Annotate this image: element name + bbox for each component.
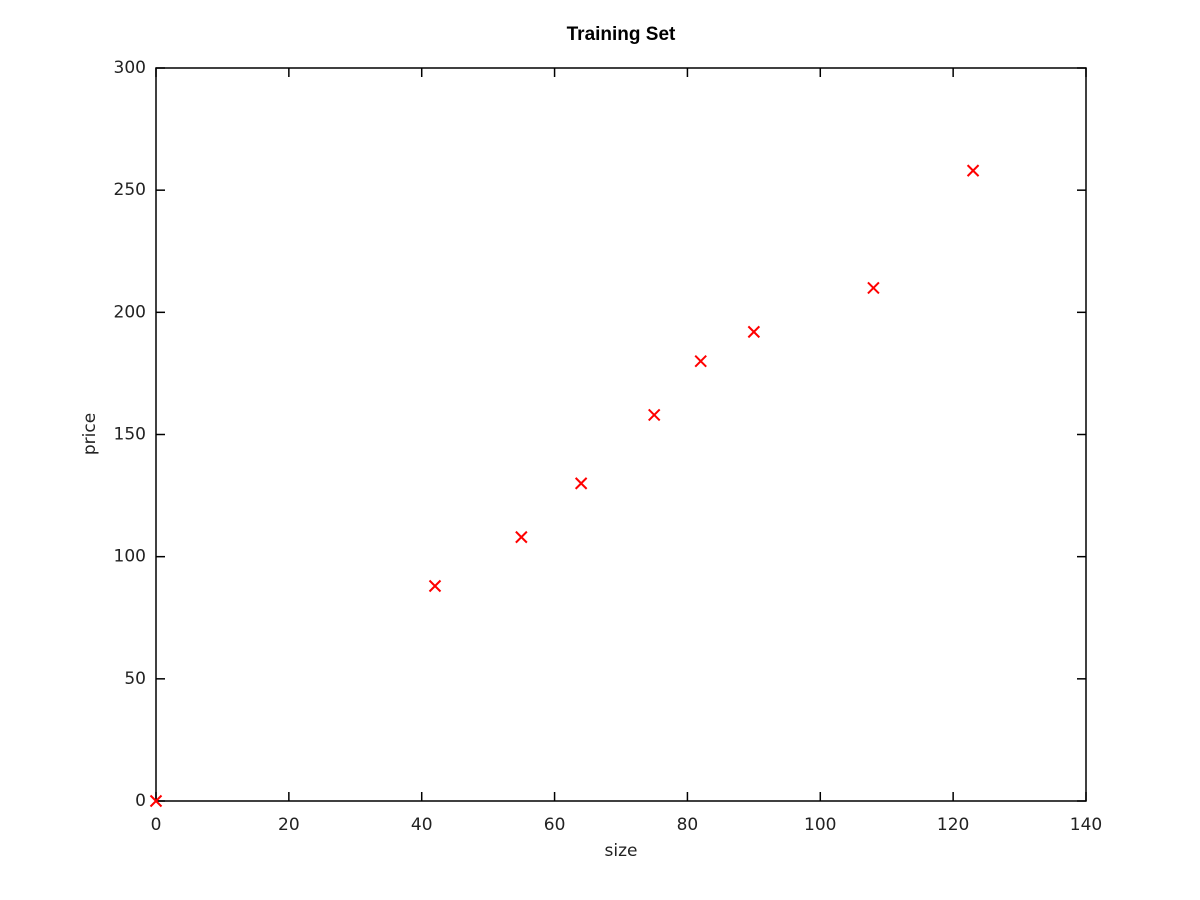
x-tick-label: 120 [937,815,969,835]
x-tick-label: 0 [151,815,162,835]
y-tick-label: 100 [114,547,146,567]
point [149,794,163,808]
x-tick-label: 20 [278,815,300,835]
point [966,164,980,177]
x-tick-label: 80 [677,815,699,835]
x-axis-label: size [605,841,638,861]
point [747,325,761,339]
y-tick-label: 0 [135,791,146,811]
y-axis-label: price [80,413,100,455]
plot-box [155,67,1087,802]
x-tick-label: 100 [804,815,836,835]
point [694,354,707,368]
x-tick-label: 60 [544,815,566,835]
y-tick-label: 200 [114,302,146,322]
y-tick-label: 50 [124,669,146,689]
y-tick-label: 150 [114,425,146,445]
point [648,408,661,422]
x-tick-label: 40 [411,815,433,835]
y-tick-label: 300 [114,58,146,78]
point [428,579,442,593]
point [515,530,528,544]
chart-title: Training Set [567,24,676,45]
y-tick-label: 250 [114,180,146,200]
point [867,281,880,295]
point [574,477,588,490]
x-tick-label: 140 [1070,815,1102,835]
